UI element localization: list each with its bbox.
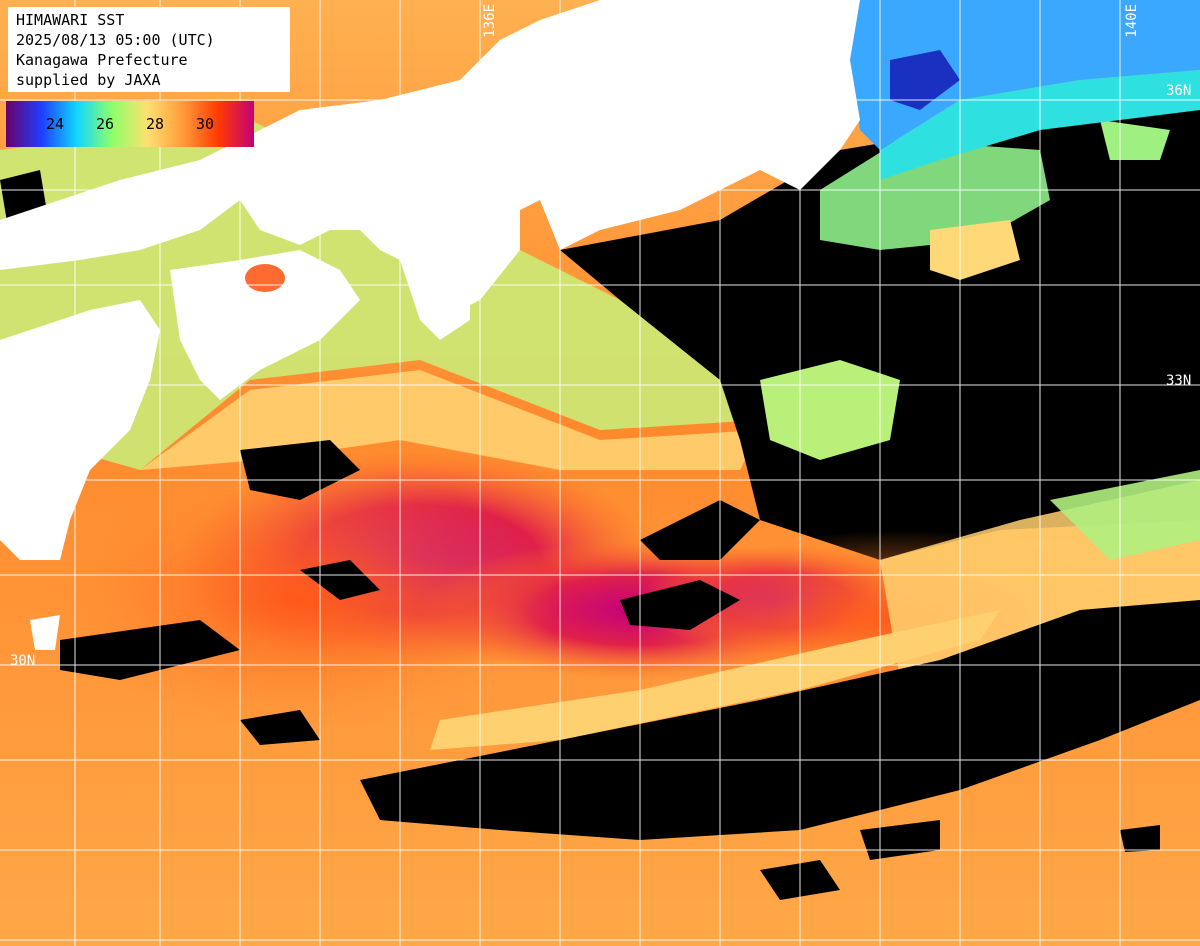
colorbar-tick-28: 28 (146, 115, 165, 133)
sst-colorbar: 24 26 28 30 (6, 101, 254, 147)
se-cloud-yellow-fringe (430, 610, 1000, 750)
lat-label-36n: 36N (1166, 83, 1192, 99)
title-line-supplier: supplied by JAXA (16, 71, 161, 89)
colorbar-tick-30: 30 (196, 115, 215, 133)
east-green-strip (1050, 470, 1200, 560)
land-chugoku (0, 140, 240, 270)
lat-label-33n: 33N (1166, 373, 1192, 389)
title-line-product: HIMAWARI SST (16, 11, 125, 29)
se-cloud-band (360, 600, 1200, 840)
west-cloud-2 (240, 710, 320, 745)
title-line-datetime: 2025/08/13 05:00 (UTC) (16, 31, 215, 49)
central-cloud-3 (640, 500, 760, 560)
warm-zone-1 (40, 470, 560, 730)
inland-sea-warm (245, 264, 285, 292)
lon-label-140e: 140E (1124, 4, 1140, 38)
land-island-1 (30, 615, 60, 650)
kuroshio-dark (890, 50, 960, 110)
ne-cool-patch-4 (1100, 120, 1170, 160)
lon-label-136e: 136E (482, 4, 498, 38)
land-shikoku (170, 250, 360, 400)
ne-cool-patch-2 (930, 220, 1020, 280)
central-cloud-4 (620, 580, 740, 630)
land-kii (400, 250, 470, 340)
lat-label-30n: 30N (10, 653, 36, 669)
sr-cloud-3 (1120, 825, 1160, 852)
land-kyushu (0, 300, 160, 560)
central-cloud-1 (240, 440, 360, 500)
kuroshio-cool-blue (840, 0, 1200, 150)
colorbar-tick-26: 26 (96, 115, 115, 133)
land-honshu (240, 0, 860, 320)
title-box: HIMAWARI SST 2025/08/13 05:00 (UTC) Kana… (8, 7, 290, 92)
title-line-prefecture: Kanagawa Prefecture (16, 51, 188, 69)
colorbar-tick-24: 24 (46, 115, 65, 133)
